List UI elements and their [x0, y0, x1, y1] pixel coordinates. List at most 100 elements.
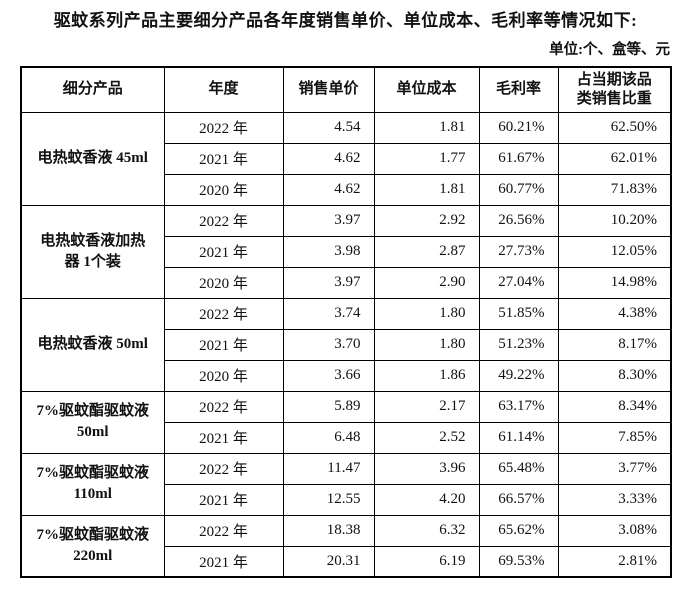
- unit-price-cell: 4.62: [282, 142, 375, 175]
- year-cell: 2022 年: [163, 452, 284, 485]
- year-cell: 2020 年: [163, 173, 284, 206]
- header-gross-margin: 毛利率: [478, 66, 559, 113]
- unit-price-cell: 12.55: [282, 483, 375, 516]
- unit-price-cell: 3.98: [282, 235, 375, 268]
- unit-price-cell: 11.47: [282, 452, 375, 485]
- unit-price-cell: 3.66: [282, 359, 375, 392]
- gross-margin-cell: 26.56%: [478, 204, 559, 237]
- category-share-cell: 71.83%: [557, 173, 672, 206]
- unit-price-cell: 4.54: [282, 111, 375, 144]
- gross-margin-cell: 66.57%: [478, 483, 559, 516]
- unit-note: 单位:个、盒等、元: [549, 42, 670, 58]
- unit-price-cell: 3.74: [282, 297, 375, 330]
- year-cell: 2021 年: [163, 545, 284, 578]
- unit-cost-cell: 1.80: [373, 328, 480, 361]
- unit-price-cell: 20.31: [282, 545, 375, 578]
- header-year: 年度: [163, 66, 284, 113]
- year-cell: 2021 年: [163, 235, 284, 268]
- unit-cost-cell: 1.80: [373, 297, 480, 330]
- category-share-cell: 8.17%: [557, 328, 672, 361]
- category-share-cell: 12.05%: [557, 235, 672, 268]
- header-row: 细分产品 年度 销售单价 单位成本 毛利率 占当期该品 类销售比重: [20, 66, 672, 113]
- unit-cost-cell: 2.90: [373, 266, 480, 299]
- gross-margin-cell: 61.67%: [478, 142, 559, 175]
- table-body: 电热蚊香液 45ml 2022 年 4.54 1.81 60.21% 62.50% 2021…: [20, 111, 672, 578]
- gross-margin-cell: 49.22%: [478, 359, 559, 392]
- gross-margin-cell: 69.53%: [478, 545, 559, 578]
- category-share-cell: 3.33%: [557, 483, 672, 516]
- header-unit-cost: 单位成本: [373, 66, 480, 113]
- product-name-cell: 电热蚊香液加热 器 1个装: [20, 204, 165, 299]
- table-row: 2021 年 20.31 6.19 69.53% 2.81%: [21, 545, 672, 578]
- year-cell: 2021 年: [163, 421, 284, 454]
- unit-price-cell: 6.48: [282, 421, 375, 454]
- unit-cost-cell: 4.20: [373, 483, 480, 516]
- year-cell: 2020 年: [163, 266, 284, 299]
- year-cell: 2022 年: [163, 111, 284, 144]
- gross-margin-cell: 61.14%: [478, 421, 559, 454]
- category-share-cell: 62.50%: [557, 111, 672, 144]
- year-cell: 2022 年: [163, 390, 284, 423]
- table-header: 细分产品 年度 销售单价 单位成本 毛利率 占当期该品 类销售比重: [20, 66, 672, 113]
- table-row: 电热蚊香液加热 器 1个装 2022 年 3.97 2.92 26.56% 10.20%: [20, 204, 672, 299]
- unit-cost-cell: 2.52: [373, 421, 480, 454]
- category-share-cell: 3.08%: [557, 514, 672, 547]
- category-share-cell: 62.01%: [557, 142, 672, 175]
- header-product: 细分产品: [20, 66, 165, 113]
- gross-margin-cell: 60.77%: [478, 173, 559, 206]
- product-name-cell: 7%驱蚊酯驱蚊液 110ml: [20, 452, 165, 516]
- unit-price-cell: 3.70: [282, 328, 375, 361]
- year-cell: 2022 年: [163, 514, 284, 547]
- product-name-cell: 7%驱蚊酯驱蚊液 220ml: [20, 514, 165, 578]
- unit-price-cell: 3.97: [282, 204, 375, 237]
- product-name-cell: 7%驱蚊酯驱蚊液 50ml: [20, 390, 165, 454]
- year-cell: 2022 年: [163, 204, 284, 237]
- year-cell: 2021 年: [163, 142, 284, 175]
- unit-cost-cell: 1.77: [373, 142, 480, 175]
- table-row: 2021 年 3.98 2.87 27.73% 12.05%: [21, 235, 672, 268]
- unit-cost-cell: 1.86: [373, 359, 480, 392]
- intro-paragraph: 驱蚊系列产品主要细分产品各年度销售单价、单位成本、毛利率等情况如下:: [53, 11, 638, 30]
- unit-cost-cell: 1.81: [373, 111, 480, 144]
- category-share-cell: 3.77%: [557, 452, 672, 485]
- gross-margin-cell: 65.62%: [478, 514, 559, 547]
- unit-cost-cell: 2.87: [373, 235, 480, 268]
- table-row: 电热蚊香液 50ml 2022 年 3.74 1.80 51.85% 4.38%: [20, 297, 672, 392]
- gross-margin-cell: 27.04%: [478, 266, 559, 299]
- header-unit-price: 销售单价: [282, 66, 375, 113]
- product-name-cell: 电热蚊香液 50ml: [20, 297, 165, 392]
- gross-margin-cell: 51.23%: [478, 328, 559, 361]
- unit-price-cell: 18.38: [282, 514, 375, 547]
- category-share-cell: 4.38%: [557, 297, 672, 330]
- table-row: 2021 年 4.62 1.77 61.67% 62.01%: [21, 142, 672, 175]
- product-name-cell: 电热蚊香液 45ml: [20, 111, 165, 206]
- unit-cost-cell: 2.17: [373, 390, 480, 423]
- unit-cost-cell: 1.81: [373, 173, 480, 206]
- table-row: 2020 年 4.62 1.81 60.77% 71.83%: [21, 173, 672, 206]
- year-cell: 2022 年: [163, 297, 284, 330]
- unit-cost-cell: 2.92: [373, 204, 480, 237]
- year-cell: 2021 年: [163, 483, 284, 516]
- category-share-cell: 2.81%: [557, 545, 672, 578]
- gross-margin-cell: 51.85%: [478, 297, 559, 330]
- product-price-table: 细分产品 年度 销售单价 单位成本 毛利率 占当期该品 类销售比重 电热蚊香液 …: [20, 66, 672, 578]
- document-page: 驱蚊系列产品主要细分产品各年度销售单价、单位成本、毛利率等情况如下: 单位:个、…: [0, 4, 700, 612]
- table-row: 2021 年 3.70 1.80 51.23% 8.17%: [21, 328, 672, 361]
- table-row: 电热蚊香液 45ml 2022 年 4.54 1.81 60.21% 62.50%: [20, 111, 672, 206]
- category-share-cell: 14.98%: [557, 266, 672, 299]
- category-share-cell: 8.34%: [557, 390, 672, 423]
- table-row: 7%驱蚊酯驱蚊液 50ml 2022 年 5.89 2.17 63.17% 8.34%: [20, 390, 672, 454]
- gross-margin-cell: 60.21%: [478, 111, 559, 144]
- table-row: 2020 年 3.66 1.86 49.22% 8.30%: [21, 359, 672, 392]
- category-share-cell: 8.30%: [557, 359, 672, 392]
- unit-price-cell: 3.97: [282, 266, 375, 299]
- unit-cost-cell: 6.19: [373, 545, 480, 578]
- header-category-share: 占当期该品 类销售比重: [557, 66, 672, 113]
- unit-price-cell: 5.89: [282, 390, 375, 423]
- unit-price-cell: 4.62: [282, 173, 375, 206]
- category-share-cell: 10.20%: [557, 204, 672, 237]
- category-share-cell: 7.85%: [557, 421, 672, 454]
- gross-margin-cell: 65.48%: [478, 452, 559, 485]
- year-cell: 2020 年: [163, 359, 284, 392]
- year-cell: 2021 年: [163, 328, 284, 361]
